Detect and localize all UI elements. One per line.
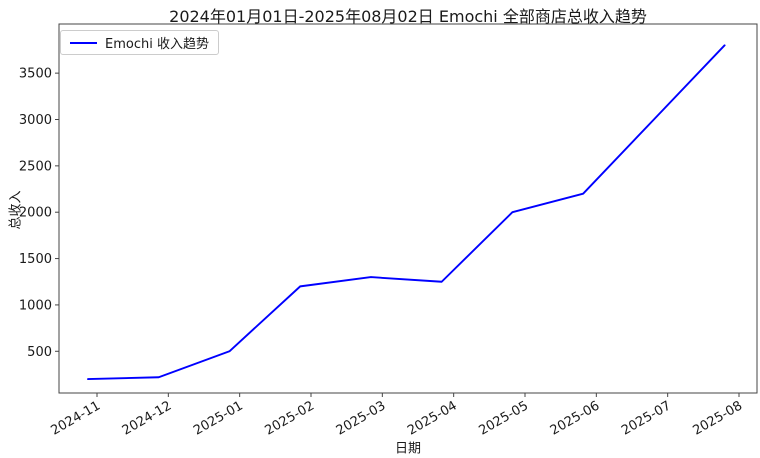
legend-line-sample-icon: [70, 41, 97, 44]
x-tick-label: 2025-02: [262, 398, 317, 438]
x-tick-label: 2025-08: [690, 398, 745, 438]
x-tick-label: 2025-07: [619, 398, 674, 438]
x-tick-label: 2025-01: [191, 398, 246, 438]
x-tick-label: 2024-12: [120, 398, 175, 438]
y-tick-label: 1000: [19, 298, 52, 313]
y-tick-label: 1500: [19, 252, 52, 267]
y-axis-ticks: 500 1000 1500 2000 2500 3000 3500: [19, 67, 59, 360]
y-tick-label: 500: [27, 345, 52, 360]
x-tick-label: 2024-11: [48, 398, 103, 438]
x-tick-label: 2025-03: [334, 398, 389, 438]
y-tick-label: 2000: [19, 206, 52, 221]
x-tick-label: 2025-06: [548, 398, 603, 438]
y-axis-label: 总收入: [8, 190, 24, 230]
y-tick-label: 2500: [19, 159, 52, 174]
chart-title: 2024年01月01日-2025年08月02日 Emochi 全部商店总收入趋势: [169, 7, 647, 26]
plot-border: [58, 23, 758, 394]
y-tick-label: 3500: [19, 67, 52, 82]
x-tick-label: 2025-04: [405, 398, 460, 438]
revenue-trend-line: [87, 44, 726, 381]
x-axis-label: 日期: [394, 441, 422, 457]
x-tick-label: 2025-05: [476, 398, 531, 438]
y-tick-label: 3000: [19, 113, 52, 128]
x-axis-ticks: 2024-11 2024-12 2025-01 2025-02 2025-03 2025-…: [48, 393, 745, 439]
legend-label: Emochi 收入趋势: [105, 37, 209, 52]
legend-box: Emochi 收入趋势: [60, 30, 219, 55]
